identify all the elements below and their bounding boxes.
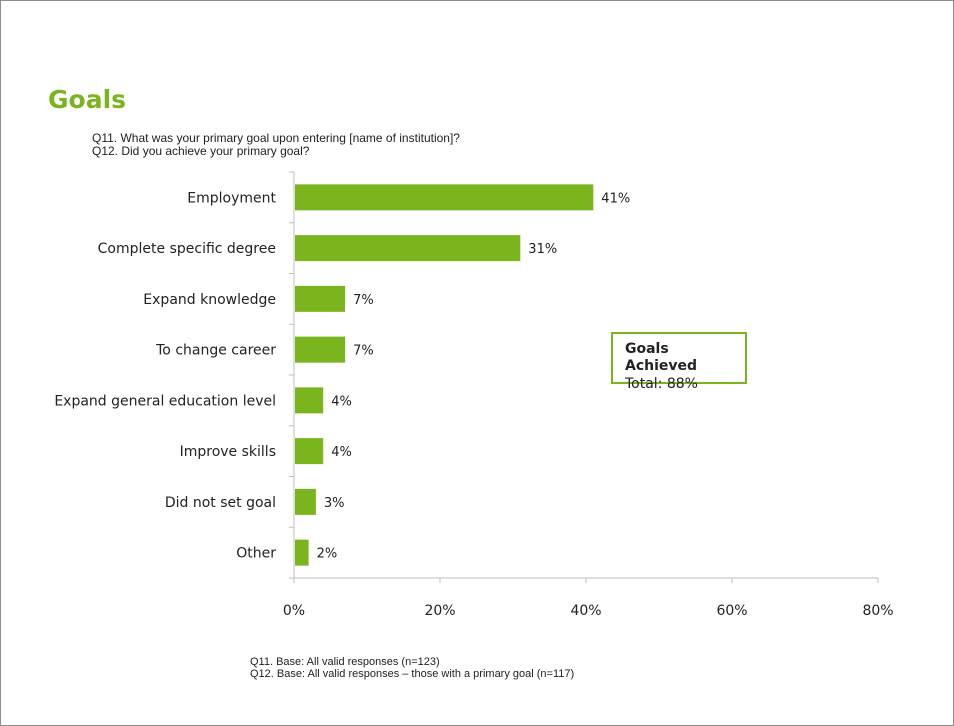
bar (295, 285, 346, 312)
bar (295, 488, 316, 515)
x-tick-label: 80% (862, 603, 893, 619)
data-label: 4% (331, 394, 352, 409)
data-label: 7% (353, 344, 374, 359)
bar (295, 387, 324, 414)
x-tick-label: 40% (570, 603, 601, 619)
category-label: Other (236, 546, 276, 562)
bar (295, 438, 324, 465)
footnote-q12: Q12. Base: All valid responses – those w… (250, 668, 575, 680)
data-label: 31% (528, 242, 557, 257)
data-label: 4% (331, 445, 352, 460)
x-tick-label: 20% (424, 603, 455, 619)
bar (295, 184, 594, 211)
category-label: To change career (155, 343, 276, 359)
category-label: Improve skills (180, 444, 276, 460)
page-title: Goals (48, 85, 127, 114)
category-label: Employment (187, 190, 276, 206)
x-tick-label: 60% (716, 603, 747, 619)
goals-achieved-callout: Goals Achieved Total: 88% (611, 332, 747, 392)
category-label: Expand knowledge (143, 292, 276, 308)
bar (295, 235, 521, 262)
category-label: Expand general education level (54, 393, 276, 409)
data-label: 3% (324, 496, 345, 511)
x-tick-label: 0% (283, 603, 305, 619)
category-label: Complete specific degree (98, 241, 276, 257)
bar (295, 336, 346, 363)
question-q12: Q12. Did you achieve your primary goal? (92, 144, 310, 158)
callout-title: Goals Achieved (625, 341, 698, 374)
data-label: 41% (601, 191, 630, 206)
bar (295, 539, 309, 566)
data-label: 2% (317, 547, 338, 562)
data-label: 7% (353, 293, 374, 308)
callout-total: Total: 88% (625, 376, 698, 392)
category-label: Did not set goal (165, 495, 276, 511)
question-q11: Q11. What was your primary goal upon ent… (92, 131, 460, 145)
footnote-q11: Q11. Base: All valid responses (n=123) (250, 656, 440, 668)
